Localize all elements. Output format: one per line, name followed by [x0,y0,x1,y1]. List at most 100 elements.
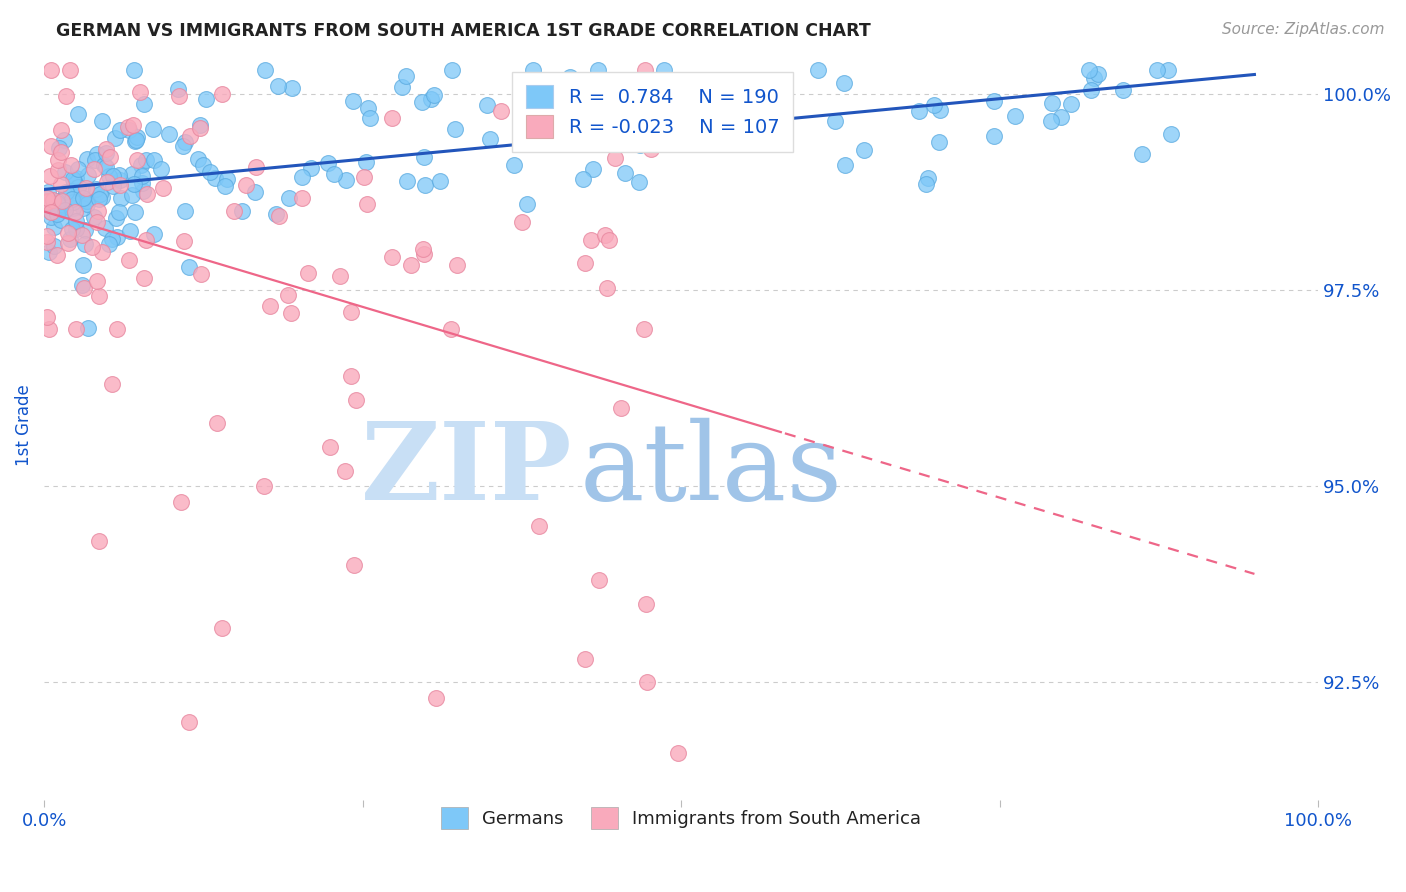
Point [610,401,633,415]
Point [55,89,77,103]
Point [297,266,319,280]
Point [132,96,155,111]
Point [339,369,361,384]
Point [75,223,97,237]
Point [105,322,128,336]
Point [560,70,582,84]
Point [41,205,63,219]
Point [56,236,79,251]
Point [1040,95,1063,110]
Point [135,153,157,168]
Point [1087,67,1109,81]
Point [381,111,404,125]
Point [39,63,62,78]
Point [1130,147,1153,161]
Point [634,127,657,141]
Point [733,113,755,128]
Point [53,202,76,217]
Point [322,167,344,181]
Point [616,78,638,93]
Point [48,141,70,155]
Point [35,194,58,208]
Point [46,194,69,208]
Point [586,63,609,78]
Point [35,196,58,211]
Point [342,95,364,109]
Point [245,160,267,174]
Point [1040,114,1063,128]
Text: atlas: atlas [579,417,842,523]
Point [76,321,98,335]
Point [49,145,72,159]
Point [87,192,110,206]
Point [527,518,550,533]
Point [41,199,63,213]
Point [204,170,226,185]
Point [983,94,1005,108]
Point [356,197,378,211]
Point [411,95,433,109]
Point [1049,110,1071,124]
Point [110,191,132,205]
Point [205,417,228,431]
Point [211,621,233,635]
Point [429,174,451,188]
Point [39,204,62,219]
Point [98,237,121,252]
Point [96,142,118,156]
Point [1157,63,1180,78]
Text: Source: ZipAtlas.com: Source: ZipAtlas.com [1222,22,1385,37]
Point [135,233,157,247]
Point [157,127,180,141]
Point [214,179,236,194]
Point [824,114,846,128]
Point [89,187,111,202]
Point [124,134,146,148]
Point [89,289,111,303]
Point [70,228,93,243]
Point [96,175,118,189]
Point [86,273,108,287]
Point [60,221,83,235]
Point [633,322,655,336]
Point [766,107,789,121]
Point [661,99,683,113]
Point [593,91,616,105]
Point [928,103,950,118]
Point [834,158,856,172]
Point [75,237,97,252]
Point [281,81,304,95]
Point [522,63,544,78]
Point [118,224,141,238]
Point [76,194,98,208]
Point [70,182,93,196]
Point [343,558,366,572]
Point [1112,83,1135,97]
Point [676,107,699,121]
Point [46,163,69,178]
Point [127,130,149,145]
Point [143,227,166,241]
Point [45,248,67,262]
Point [142,122,165,136]
Point [1078,63,1101,78]
Point [423,88,446,103]
Point [87,534,110,549]
Point [425,691,447,706]
Point [35,235,58,249]
Point [359,111,381,125]
Point [48,199,70,213]
Point [75,194,97,209]
Point [661,94,683,108]
Point [110,173,132,187]
Point [188,118,211,132]
Point [335,173,357,187]
Point [39,210,62,224]
Point [634,63,657,78]
Point [121,167,143,181]
Point [179,128,201,143]
Point [122,177,145,191]
Point [131,176,153,190]
Point [354,154,377,169]
Point [1060,96,1083,111]
